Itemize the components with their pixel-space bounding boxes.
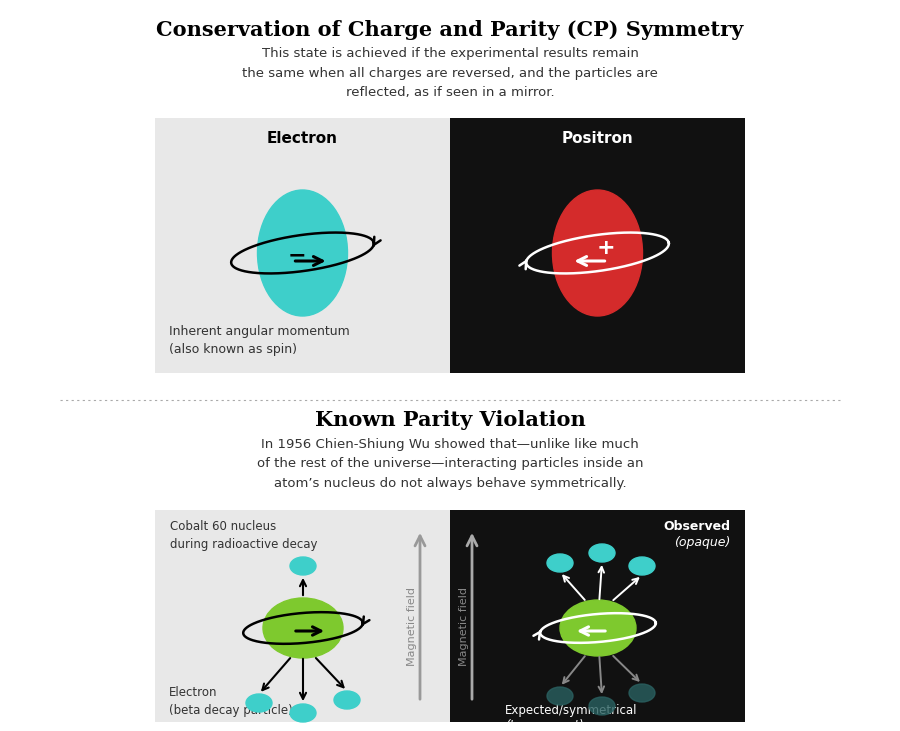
Text: Cobalt 60 nucleus
during radioactive decay: Cobalt 60 nucleus during radioactive dec… bbox=[170, 520, 318, 551]
Text: Expected/symmetrical: Expected/symmetrical bbox=[505, 704, 637, 717]
Ellipse shape bbox=[334, 691, 360, 709]
Ellipse shape bbox=[257, 190, 347, 316]
Bar bbox=[155, 118, 450, 373]
Text: Observed: Observed bbox=[663, 520, 730, 533]
Text: Electron
(beta decay particle): Electron (beta decay particle) bbox=[169, 686, 292, 717]
Ellipse shape bbox=[547, 554, 573, 572]
Text: Positron: Positron bbox=[562, 131, 634, 146]
Text: Electron: Electron bbox=[267, 131, 338, 146]
Text: Conservation of Charge and Parity (CP) Symmetry: Conservation of Charge and Parity (CP) S… bbox=[157, 20, 743, 40]
Ellipse shape bbox=[629, 684, 655, 702]
Bar bbox=[155, 510, 450, 722]
Text: (opaque): (opaque) bbox=[673, 536, 730, 549]
Ellipse shape bbox=[553, 190, 643, 316]
Ellipse shape bbox=[246, 694, 272, 712]
Ellipse shape bbox=[629, 557, 655, 575]
Text: +: + bbox=[596, 238, 615, 258]
Ellipse shape bbox=[263, 598, 343, 658]
Text: Magnetic field: Magnetic field bbox=[407, 586, 417, 665]
Ellipse shape bbox=[547, 687, 573, 705]
Text: Known Parity Violation: Known Parity Violation bbox=[315, 410, 585, 430]
Text: This state is achieved if the experimental results remain
the same when all char: This state is achieved if the experiment… bbox=[242, 47, 658, 99]
Text: Magnetic field: Magnetic field bbox=[459, 586, 469, 665]
Ellipse shape bbox=[290, 704, 316, 722]
Bar bbox=[450, 510, 745, 722]
Ellipse shape bbox=[560, 600, 636, 656]
Text: Inherent angular momentum
(also known as spin): Inherent angular momentum (also known as… bbox=[169, 325, 350, 356]
Ellipse shape bbox=[290, 557, 316, 575]
Bar bbox=[450, 118, 745, 373]
Text: −: − bbox=[287, 245, 306, 265]
Ellipse shape bbox=[589, 544, 615, 562]
Text: (transparent): (transparent) bbox=[505, 719, 583, 731]
Text: In 1956 Chien-Shiung Wu showed that—unlike like much
of the rest of the universe: In 1956 Chien-Shiung Wu showed that—unli… bbox=[256, 438, 644, 490]
Ellipse shape bbox=[589, 697, 615, 715]
